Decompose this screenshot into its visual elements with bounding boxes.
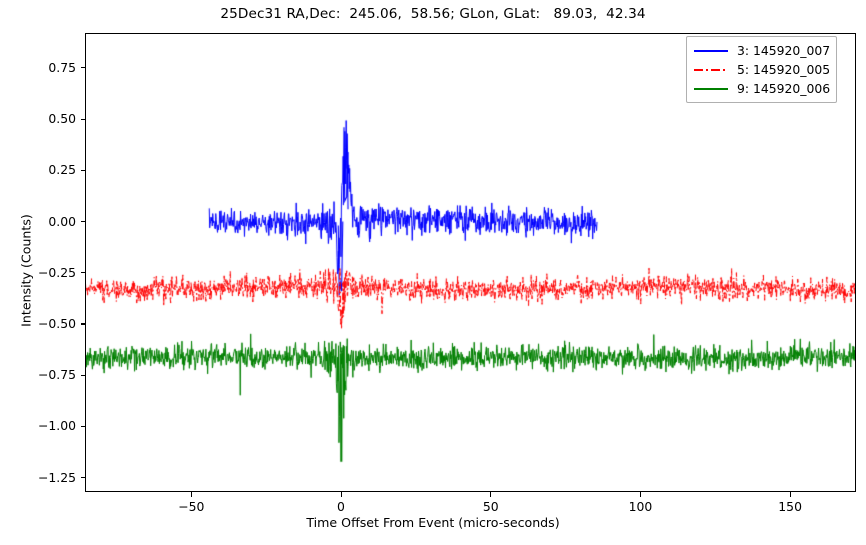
y-tick-label: 0.75 bbox=[48, 59, 76, 75]
y-tick-mark bbox=[80, 221, 85, 223]
plot-area bbox=[85, 33, 856, 492]
legend-line-swatch-blue bbox=[693, 45, 729, 57]
legend-line-swatch-red bbox=[693, 64, 729, 76]
y-tick-label: −0.75 bbox=[38, 367, 76, 383]
y-tick-label: −1.00 bbox=[38, 418, 76, 434]
y-tick-mark bbox=[80, 67, 85, 69]
series-plot bbox=[86, 34, 855, 491]
x-tick-label: 50 bbox=[482, 499, 499, 514]
legend-item[interactable]: 9: 145920_006 bbox=[693, 79, 830, 98]
legend-item[interactable]: 5: 145920_005 bbox=[693, 60, 830, 79]
x-tick-mark bbox=[789, 492, 791, 497]
y-tick-label: 0.00 bbox=[48, 213, 76, 229]
y-tick-mark bbox=[80, 272, 85, 274]
y-tick-label: 0.25 bbox=[48, 162, 76, 178]
legend-label: 5: 145920_005 bbox=[737, 62, 831, 77]
x-tick-mark bbox=[190, 492, 192, 497]
legend: 3: 145920_007 5: 145920_005 9: 145920_00… bbox=[686, 36, 838, 103]
y-tick-label: −1.25 bbox=[38, 469, 76, 485]
y-tick-label: −0.25 bbox=[38, 264, 76, 280]
y-tick-mark bbox=[80, 477, 85, 479]
x-tick-label: 150 bbox=[778, 499, 802, 514]
y-tick-mark bbox=[80, 169, 85, 171]
x-tick-mark bbox=[639, 492, 641, 497]
x-tick-label: 100 bbox=[628, 499, 653, 514]
y-tick-mark bbox=[80, 374, 85, 376]
x-tick-mark bbox=[490, 492, 492, 497]
x-tick-mark bbox=[340, 492, 342, 497]
y-tick-mark bbox=[80, 323, 85, 325]
x-axis-label: Time Offset From Event (micro-seconds) bbox=[306, 515, 560, 530]
legend-item[interactable]: 3: 145920_007 bbox=[693, 41, 830, 60]
y-tick-mark bbox=[80, 425, 85, 428]
legend-label: 9: 145920_006 bbox=[737, 81, 831, 96]
x-tick-label: 0 bbox=[337, 499, 345, 514]
y-tick-label: 0.50 bbox=[48, 111, 76, 127]
page-title: 25Dec31 RA,Dec: 245.06, 58.56; GLon, GLa… bbox=[220, 6, 646, 22]
x-tick-label: −50 bbox=[178, 499, 205, 514]
y-tick-mark bbox=[80, 118, 85, 120]
y-tick-label: −0.50 bbox=[38, 315, 76, 331]
legend-label: 3: 145920_007 bbox=[737, 43, 831, 58]
legend-line-swatch-green bbox=[693, 83, 729, 95]
